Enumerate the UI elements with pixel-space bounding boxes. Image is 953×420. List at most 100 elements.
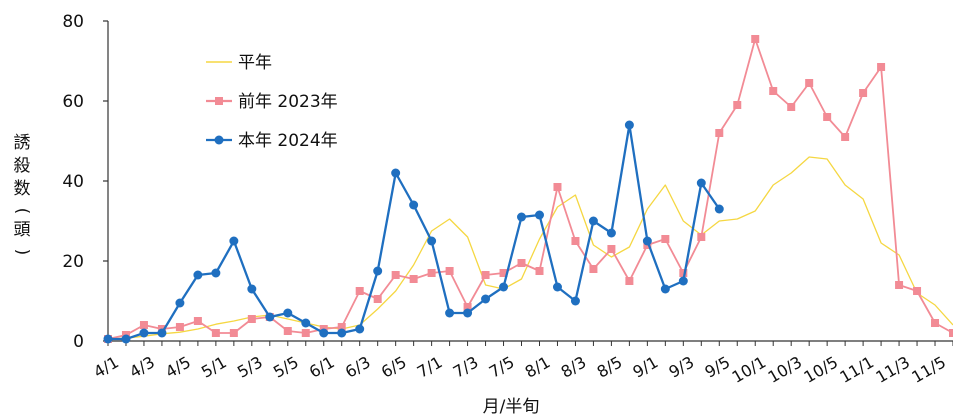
data-point xyxy=(337,323,346,331)
data-point xyxy=(679,269,688,277)
data-point xyxy=(769,87,778,95)
data-point xyxy=(517,212,527,222)
data-point xyxy=(175,323,184,331)
data-point xyxy=(895,281,904,289)
x-tick-label: 9/3 xyxy=(666,352,698,381)
data-point xyxy=(553,183,562,191)
data-point xyxy=(697,233,706,241)
data-point xyxy=(283,327,292,335)
x-tick-label: 7/5 xyxy=(486,352,518,381)
legend-label: 前年 2023年 xyxy=(238,92,338,112)
data-point xyxy=(427,236,437,246)
x-tick-label: 11/3 xyxy=(872,352,913,386)
x-tick-label: 7/1 xyxy=(414,352,446,381)
data-point xyxy=(157,328,167,338)
data-point xyxy=(859,89,868,97)
y-axis-title-char: 誘 xyxy=(14,133,31,153)
data-point xyxy=(696,178,706,188)
series-line xyxy=(107,156,953,340)
data-point xyxy=(624,120,634,130)
x-tick-label: 6/3 xyxy=(342,352,374,381)
data-point xyxy=(445,308,455,318)
y-tick-label: 20 xyxy=(62,252,84,272)
legend-label: 平年 xyxy=(238,53,272,73)
data-point xyxy=(913,287,922,295)
data-point xyxy=(571,237,580,245)
y-tick-label: 80 xyxy=(62,12,84,32)
data-point xyxy=(319,328,329,338)
data-point xyxy=(427,269,436,277)
x-tick-label: 10/3 xyxy=(765,352,806,386)
data-point xyxy=(660,284,670,294)
x-tick-label: 9/5 xyxy=(701,352,733,381)
data-point xyxy=(391,271,400,279)
x-tick-label: 11/1 xyxy=(836,352,877,386)
data-point xyxy=(247,315,256,323)
x-tick-label: 10/5 xyxy=(801,352,842,386)
data-point xyxy=(373,266,383,276)
data-point xyxy=(499,269,508,277)
legend-marker xyxy=(215,97,223,105)
data-point xyxy=(661,235,670,243)
y-tick-label: 60 xyxy=(62,92,84,112)
x-axis-title: 月/半旬 xyxy=(483,397,540,417)
data-point xyxy=(139,321,148,329)
data-point xyxy=(193,317,202,325)
series-0 xyxy=(107,156,953,340)
x-tick-label: 4/1 xyxy=(90,352,122,381)
x-tick-label: 8/1 xyxy=(522,352,554,381)
y-axis-title-char: ( xyxy=(12,208,32,215)
data-point xyxy=(211,268,221,278)
x-tick-label: 8/5 xyxy=(594,352,626,381)
y-axis-title: 誘殺数 (頭) xyxy=(12,133,32,255)
data-point xyxy=(931,319,940,327)
x-tick-label: 7/3 xyxy=(450,352,482,381)
data-point xyxy=(607,245,616,253)
data-point xyxy=(570,296,580,306)
data-point xyxy=(517,259,526,267)
data-point xyxy=(391,168,401,178)
x-tick-label: 10/1 xyxy=(729,352,770,386)
data-point xyxy=(175,298,185,308)
data-point xyxy=(733,101,742,109)
data-point xyxy=(229,329,238,337)
data-point xyxy=(534,210,544,220)
data-point xyxy=(283,308,293,318)
y-axis-title-char: 殺 xyxy=(14,156,31,176)
y-ticks: 0 20 40 60 80 xyxy=(62,12,108,352)
data-point xyxy=(409,200,419,210)
x-tick-label: 5/3 xyxy=(234,352,266,381)
y-tick-label: 0 xyxy=(73,332,84,352)
data-point xyxy=(841,133,850,141)
x-tick-label: 4/5 xyxy=(162,352,194,381)
data-point xyxy=(301,329,310,337)
data-point xyxy=(193,270,203,280)
data-point xyxy=(535,267,544,275)
data-point xyxy=(715,129,724,137)
data-point xyxy=(409,275,418,283)
data-point xyxy=(805,79,814,87)
legend-label: 本年 2024年 xyxy=(238,131,338,151)
series-line xyxy=(108,123,721,341)
data-point xyxy=(625,277,634,285)
data-point xyxy=(823,113,832,121)
x-tick-label: 4/3 xyxy=(126,352,158,381)
x-tick-label: 11/5 xyxy=(908,352,949,386)
data-point xyxy=(229,236,239,246)
data-point xyxy=(301,318,311,328)
data-point xyxy=(481,294,491,304)
data-point xyxy=(355,287,364,295)
legend-marker xyxy=(214,135,224,145)
x-tick-label: 9/1 xyxy=(630,352,662,381)
data-point xyxy=(642,236,652,246)
data-point xyxy=(463,303,472,311)
data-point xyxy=(103,334,113,344)
chart-axes xyxy=(107,21,953,342)
series-2 xyxy=(103,120,724,344)
y-axis-title-char: 数 xyxy=(14,179,31,199)
data-point xyxy=(139,328,149,338)
data-point xyxy=(445,267,454,275)
data-point xyxy=(211,329,220,337)
